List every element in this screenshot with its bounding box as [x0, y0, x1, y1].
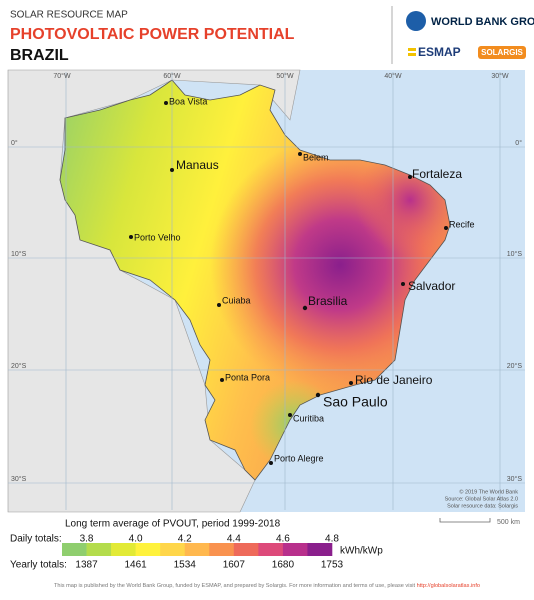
footer: This map is published by the World Bank … — [54, 583, 480, 589]
legend-swatch — [62, 543, 87, 556]
legend-swatch — [184, 543, 210, 556]
lat-label: 20°S — [507, 362, 523, 370]
footer-link[interactable]: http://globalsolaratlas.info — [417, 583, 480, 589]
lon-label: 60°W — [163, 72, 181, 80]
daily-value: 3.8 — [80, 534, 94, 545]
legend-swatch — [86, 543, 112, 556]
legend-swatch — [209, 543, 235, 556]
daily-value: 4.2 — [178, 534, 192, 545]
city-label: Recife — [449, 219, 475, 229]
esmap: ESMAP — [418, 45, 461, 59]
city-label: Manaus — [176, 158, 219, 172]
lat-label: 0° — [11, 139, 18, 147]
city-label: Belem — [303, 152, 329, 162]
city-dot — [302, 305, 308, 311]
solargis: SOLARGIS — [481, 48, 523, 57]
city-dot — [401, 282, 405, 286]
scale-bar — [439, 518, 491, 523]
yearly-value: 1607 — [223, 560, 246, 571]
legend-swatch — [258, 543, 284, 556]
yearly-label: Yearly totals: — [10, 560, 67, 571]
city-dot — [408, 175, 412, 179]
footer-text: This map is published by the World Bank … — [54, 583, 417, 589]
scale-label: 500 km — [497, 519, 520, 526]
daily-value: 4.8 — [325, 534, 339, 545]
city-dot — [315, 392, 321, 398]
city-dot — [170, 168, 174, 172]
city-dot — [217, 303, 221, 307]
lat-label: 30°S — [507, 475, 523, 483]
daily-value: 4.6 — [276, 534, 290, 545]
cities: Boa Vista Manaus Belem Fortaleza Recife … — [129, 96, 475, 465]
legend-title: Long term average of PVOUT, period 1999-… — [65, 519, 281, 530]
esmap-bar — [408, 48, 416, 51]
daily-value: 4.0 — [129, 534, 143, 545]
lat-label: 20°S — [11, 362, 27, 370]
wb-name: WORLD BANK GROUP — [431, 16, 534, 28]
lon-label: 40°W — [384, 72, 402, 80]
credit: Solar resource data: Solargis — [447, 503, 518, 509]
yearly-value: 1680 — [272, 560, 295, 571]
city-dot — [349, 381, 353, 385]
title: PHOTOVOLTAIC POWER POTENTIAL — [10, 26, 295, 43]
legend-swatch — [233, 543, 259, 556]
city-dot — [298, 152, 302, 156]
city-dot — [164, 101, 168, 105]
city-label: Cuiaba — [222, 295, 251, 305]
daily-value: 4.4 — [227, 534, 241, 545]
legend-swatch — [282, 543, 308, 556]
yearly-value: 1753 — [321, 560, 344, 571]
city-label: Curitiba — [293, 413, 324, 423]
city-dot — [444, 226, 448, 230]
lat-label: 30°S — [11, 475, 27, 483]
city-label: Sao Paulo — [323, 394, 388, 410]
city-label: Rio de Janeiro — [355, 373, 433, 387]
graticule — [8, 72, 525, 510]
city-label: Porto Velho — [134, 232, 181, 242]
city-dot — [220, 378, 224, 382]
credit: © 2019 The World Bank — [459, 488, 518, 495]
solargis-badge — [478, 46, 526, 59]
lat-label: 10°S — [11, 250, 27, 258]
lat-label: 0° — [515, 139, 522, 147]
city-label: Ponta Pora — [225, 372, 270, 382]
legend-unit: kWh/kWp — [340, 546, 383, 557]
city-dot — [129, 235, 133, 239]
lon-label: 70°W — [53, 72, 71, 80]
legend-swatch — [307, 543, 333, 556]
city-dot — [288, 413, 292, 417]
lat-label: 10°S — [507, 250, 523, 258]
legend-swatch — [135, 543, 161, 556]
wb-logo — [406, 11, 426, 31]
esmap-bar — [408, 53, 416, 56]
city-label: Brasilia — [308, 294, 348, 308]
yearly-value: 1534 — [174, 560, 197, 571]
yearly-value: 1461 — [125, 560, 148, 571]
daily-label: Daily totals: — [10, 534, 62, 545]
kicker: SOLAR RESOURCE MAP — [10, 10, 128, 21]
city-label: Salvador — [408, 279, 455, 293]
city-label: Fortaleza — [412, 167, 462, 181]
city-dot — [269, 461, 273, 465]
city-label: Porto Alegre — [274, 453, 324, 463]
yearly-value: 1387 — [75, 560, 98, 571]
city-label: Boa Vista — [169, 96, 207, 106]
legend-swatch — [160, 543, 186, 556]
legend-bar: 3.8 1387 4.0 1461 4.2 1534 4.4 1607 4.6 1680 4.8 17… — [62, 534, 344, 571]
lon-label: 30°W — [491, 72, 509, 80]
credit: Source: Global Solar Atlas 2.0 — [445, 496, 518, 502]
legend-swatch — [111, 543, 136, 556]
lon-label: 50°W — [276, 72, 294, 80]
country: BRAZIL — [10, 47, 69, 64]
